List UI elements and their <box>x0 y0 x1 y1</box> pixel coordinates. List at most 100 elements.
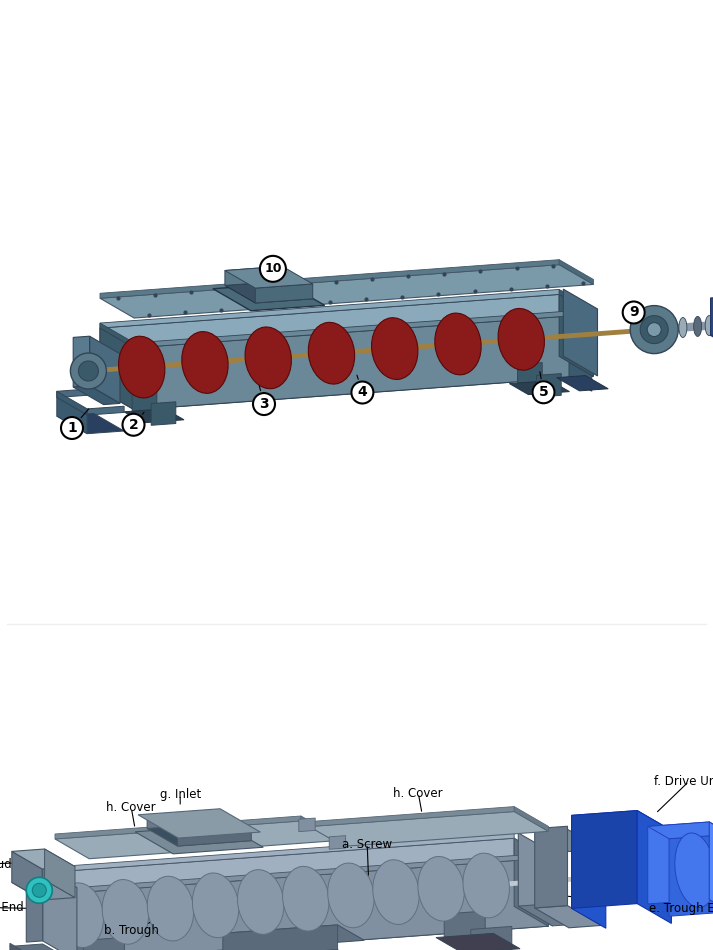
Polygon shape <box>134 310 593 348</box>
Circle shape <box>352 382 374 404</box>
Ellipse shape <box>282 866 329 931</box>
Polygon shape <box>518 833 553 926</box>
Polygon shape <box>89 858 548 950</box>
Polygon shape <box>647 822 709 904</box>
Ellipse shape <box>237 869 284 935</box>
Polygon shape <box>87 407 124 415</box>
Ellipse shape <box>679 317 687 337</box>
Ellipse shape <box>182 332 228 393</box>
Polygon shape <box>709 822 713 912</box>
Polygon shape <box>471 926 512 950</box>
Text: g. Inlet: g. Inlet <box>160 788 201 801</box>
Ellipse shape <box>498 309 545 370</box>
Polygon shape <box>90 336 120 404</box>
Ellipse shape <box>463 853 509 918</box>
Text: 5: 5 <box>538 386 548 399</box>
Ellipse shape <box>328 863 374 928</box>
Polygon shape <box>225 266 313 288</box>
Polygon shape <box>57 413 124 434</box>
Polygon shape <box>147 810 221 828</box>
Polygon shape <box>537 373 561 397</box>
Text: 10: 10 <box>264 262 282 276</box>
Polygon shape <box>569 363 592 391</box>
Polygon shape <box>213 283 324 311</box>
Polygon shape <box>301 816 335 841</box>
Polygon shape <box>255 284 313 303</box>
Circle shape <box>533 381 555 403</box>
Circle shape <box>71 353 106 389</box>
Polygon shape <box>222 925 337 950</box>
Circle shape <box>622 301 645 324</box>
Polygon shape <box>711 294 713 335</box>
Polygon shape <box>329 836 346 849</box>
Circle shape <box>61 417 83 439</box>
Polygon shape <box>12 851 42 900</box>
Polygon shape <box>100 259 559 298</box>
Polygon shape <box>647 822 713 839</box>
Ellipse shape <box>148 876 194 940</box>
Polygon shape <box>514 838 548 926</box>
Text: 2: 2 <box>128 418 138 431</box>
Circle shape <box>640 315 668 344</box>
Polygon shape <box>518 363 542 386</box>
Ellipse shape <box>418 857 464 921</box>
Polygon shape <box>73 336 90 387</box>
Circle shape <box>630 306 678 353</box>
Ellipse shape <box>102 880 148 944</box>
Polygon shape <box>100 328 134 409</box>
Ellipse shape <box>705 315 713 335</box>
Text: 9: 9 <box>629 306 639 319</box>
Polygon shape <box>436 933 520 950</box>
Ellipse shape <box>308 322 354 384</box>
Polygon shape <box>135 826 263 854</box>
Ellipse shape <box>57 883 103 947</box>
Polygon shape <box>55 872 89 950</box>
Polygon shape <box>57 391 87 415</box>
Polygon shape <box>55 816 301 839</box>
Polygon shape <box>10 944 77 950</box>
Polygon shape <box>444 911 486 939</box>
Polygon shape <box>43 867 77 950</box>
Polygon shape <box>147 823 251 846</box>
Polygon shape <box>559 294 593 376</box>
Polygon shape <box>535 829 602 851</box>
Polygon shape <box>100 323 134 348</box>
Polygon shape <box>711 298 713 351</box>
Ellipse shape <box>373 860 419 924</box>
Polygon shape <box>572 810 637 908</box>
Ellipse shape <box>694 316 702 336</box>
Polygon shape <box>225 266 282 285</box>
Ellipse shape <box>371 317 418 379</box>
Polygon shape <box>559 259 593 284</box>
Polygon shape <box>572 815 606 928</box>
Circle shape <box>32 884 46 898</box>
Circle shape <box>260 256 286 282</box>
Polygon shape <box>55 833 514 872</box>
Circle shape <box>123 414 145 436</box>
Text: b. Trough: b. Trough <box>104 924 159 938</box>
Text: e. Trough End: e. Trough End <box>0 901 24 914</box>
Polygon shape <box>124 408 184 423</box>
Polygon shape <box>26 867 43 942</box>
Ellipse shape <box>435 314 481 375</box>
Polygon shape <box>73 386 120 405</box>
Polygon shape <box>138 808 260 838</box>
Text: 1: 1 <box>67 421 77 435</box>
Polygon shape <box>518 905 569 926</box>
Circle shape <box>647 323 661 336</box>
Polygon shape <box>55 821 335 859</box>
Polygon shape <box>535 826 568 908</box>
Polygon shape <box>10 943 44 950</box>
Polygon shape <box>134 314 593 409</box>
Polygon shape <box>535 905 602 928</box>
Circle shape <box>78 361 98 381</box>
Circle shape <box>253 393 275 415</box>
Polygon shape <box>225 281 313 303</box>
Circle shape <box>26 877 52 903</box>
Text: f. Drive Unit: f. Drive Unit <box>654 775 713 788</box>
Polygon shape <box>57 397 87 434</box>
Text: e. Trough End: e. Trough End <box>649 902 713 915</box>
Text: d. Shroud: d. Shroud <box>0 858 12 870</box>
Polygon shape <box>637 810 672 923</box>
Polygon shape <box>12 849 75 869</box>
